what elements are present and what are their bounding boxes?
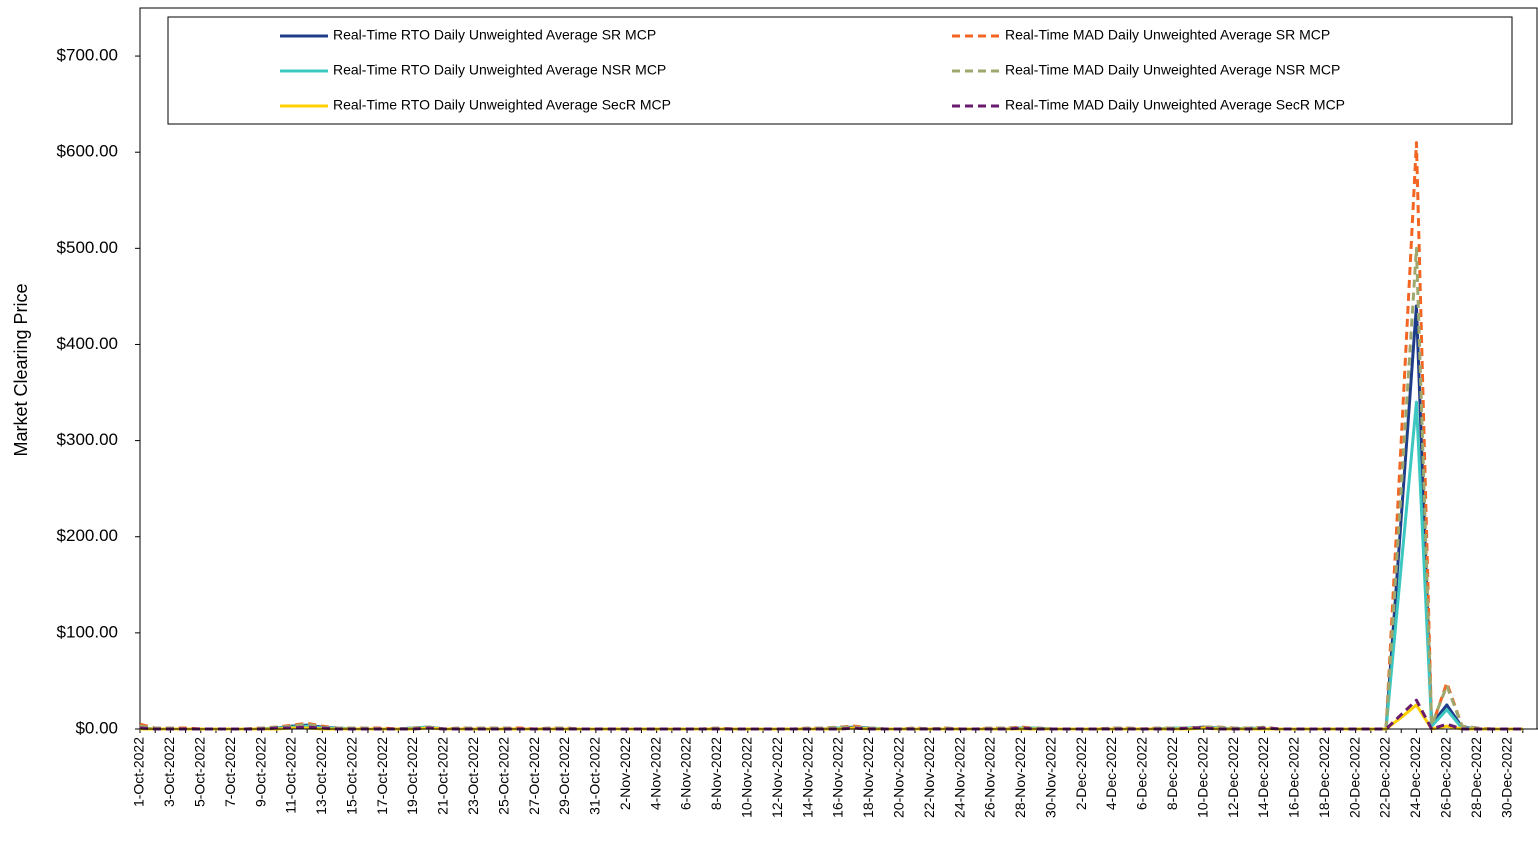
legend-label: Real-Time MAD Daily Unweighted Average N… <box>1005 62 1340 78</box>
series-line <box>140 703 1523 731</box>
x-tick-label: 16-Dec-2022 <box>1286 737 1302 818</box>
x-tick-label: 26-Nov-2022 <box>982 737 998 818</box>
x-tick-label: 8-Nov-2022 <box>708 737 724 810</box>
x-tick-label: 27-Oct-2022 <box>526 737 542 815</box>
x-tick-label: 14-Nov-2022 <box>799 737 815 818</box>
x-tick-label: 30-Dec-2022 <box>1498 737 1514 818</box>
x-tick-label: 26-Dec-2022 <box>1438 737 1454 818</box>
x-tick-label: 7-Oct-2022 <box>222 737 238 807</box>
x-tick-label: 1-Oct-2022 <box>131 737 147 807</box>
x-tick-label: 20-Nov-2022 <box>890 737 906 818</box>
legend-label: Real-Time RTO Daily Unweighted Average S… <box>333 97 671 113</box>
y-tick-label: $200.00 <box>57 526 118 545</box>
x-tick-label: 16-Nov-2022 <box>830 737 846 818</box>
x-tick-label: 10-Nov-2022 <box>739 737 755 818</box>
y-tick-label: $300.00 <box>57 430 118 449</box>
x-tick-label: 25-Oct-2022 <box>495 737 511 815</box>
x-tick-label: 6-Nov-2022 <box>678 737 694 810</box>
series-line <box>139 246 1523 731</box>
legend-label: Real-Time MAD Daily Unweighted Average S… <box>1005 97 1345 113</box>
x-tick-label: 11-Oct-2022 <box>283 737 299 814</box>
x-tick-label: 8-Dec-2022 <box>1164 737 1180 810</box>
y-tick-label: $500.00 <box>57 238 118 257</box>
x-tick-label: 4-Nov-2022 <box>647 737 663 810</box>
x-tick-label: 18-Nov-2022 <box>860 737 876 818</box>
x-tick-label: 9-Oct-2022 <box>252 737 268 807</box>
y-axis-label: Market Clearing Price <box>11 283 31 456</box>
x-tick-label: 28-Nov-2022 <box>1012 737 1028 818</box>
x-tick-label: 29-Oct-2022 <box>556 737 572 815</box>
y-tick-label: $400.00 <box>57 334 118 353</box>
x-tick-label: 20-Dec-2022 <box>1346 737 1362 818</box>
x-tick-label: 15-Oct-2022 <box>343 737 359 815</box>
y-tick-label: $700.00 <box>57 46 118 65</box>
x-tick-label: 4-Dec-2022 <box>1103 737 1119 810</box>
x-tick-label: 13-Oct-2022 <box>313 737 329 815</box>
x-tick-label: 3-Oct-2022 <box>161 737 177 807</box>
series-line <box>139 141 1523 731</box>
x-tick-label: 28-Dec-2022 <box>1468 737 1484 818</box>
x-tick-label: 22-Nov-2022 <box>921 737 937 818</box>
x-tick-label: 22-Dec-2022 <box>1377 737 1393 818</box>
x-tick-label: 10-Dec-2022 <box>1194 737 1210 818</box>
y-tick-label: $600.00 <box>57 142 118 161</box>
x-tick-label: 6-Dec-2022 <box>1134 737 1150 810</box>
x-tick-label: 24-Nov-2022 <box>951 737 967 818</box>
legend-label: Real-Time RTO Daily Unweighted Average S… <box>333 27 656 43</box>
x-tick-label: 24-Dec-2022 <box>1407 737 1423 818</box>
x-tick-label: 17-Oct-2022 <box>374 737 390 815</box>
series-line <box>139 698 1523 731</box>
x-tick-label: 14-Dec-2022 <box>1255 737 1271 818</box>
x-tick-label: 12-Dec-2022 <box>1225 737 1241 818</box>
legend-box <box>167 16 1513 125</box>
legend-label: Real-Time MAD Daily Unweighted Average S… <box>1005 27 1330 43</box>
x-tick-label: 21-Oct-2022 <box>435 737 451 815</box>
x-tick-label: 2-Nov-2022 <box>617 737 633 810</box>
y-tick-label: $100.00 <box>57 622 118 641</box>
y-tick-label: $0.00 <box>75 718 118 737</box>
x-tick-label: 5-Oct-2022 <box>191 737 207 807</box>
x-tick-label: 18-Dec-2022 <box>1316 737 1332 818</box>
x-tick-label: 2-Dec-2022 <box>1073 737 1089 810</box>
x-tick-label: 12-Nov-2022 <box>769 737 785 818</box>
legend-label: Real-Time RTO Daily Unweighted Average N… <box>333 62 666 78</box>
x-tick-label: 23-Oct-2022 <box>465 737 481 815</box>
series-line <box>139 400 1523 731</box>
x-tick-label: 31-Oct-2022 <box>587 737 603 815</box>
x-tick-label: 30-Nov-2022 <box>1042 737 1058 818</box>
series-line <box>139 304 1523 731</box>
x-tick-label: 19-Oct-2022 <box>404 737 420 815</box>
